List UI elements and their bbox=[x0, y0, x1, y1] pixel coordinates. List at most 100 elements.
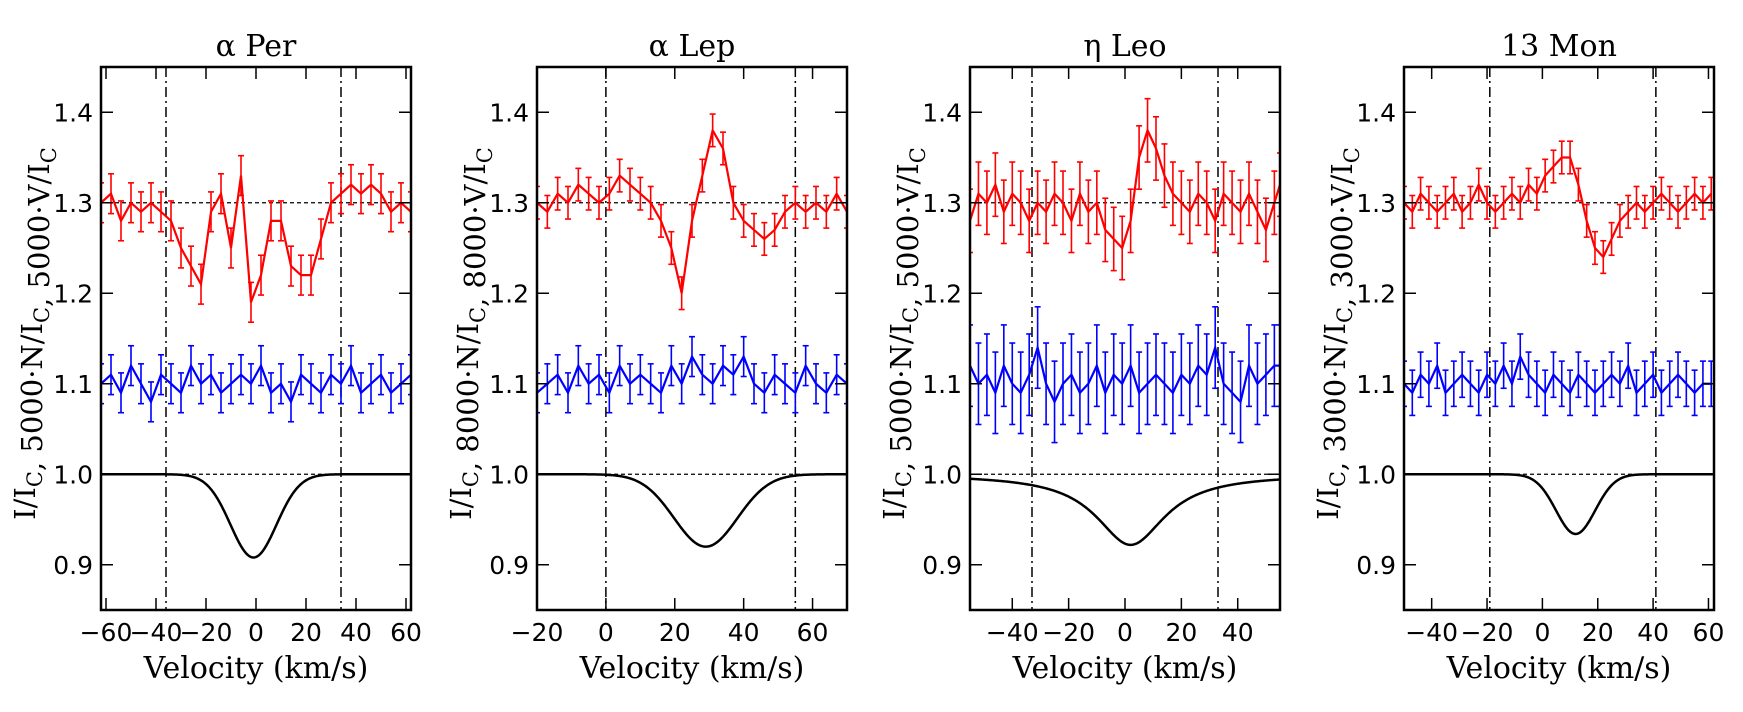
series-v-errorbar bbox=[983, 170, 990, 236]
series-v-errorbar bbox=[198, 263, 204, 305]
series-v bbox=[1404, 140, 1714, 275]
y-tick-label: 0.9 bbox=[489, 551, 529, 580]
series-n-errorbar bbox=[1508, 360, 1515, 408]
series-v-errorbar bbox=[1161, 143, 1168, 209]
series-n-errorbar bbox=[268, 372, 274, 414]
series-n-errorbar bbox=[108, 353, 114, 396]
series-v-errorbar bbox=[678, 276, 685, 311]
x-tick-label: 20 bbox=[659, 618, 691, 647]
plot-area bbox=[1404, 67, 1714, 610]
series-v-errorbar bbox=[1119, 215, 1126, 281]
series-n-errorbar bbox=[1110, 333, 1117, 417]
series-v-errorbar bbox=[1583, 203, 1590, 238]
stokes-i-profile bbox=[970, 477, 1280, 547]
series-v-errorbar bbox=[761, 221, 768, 257]
plot-area bbox=[537, 67, 847, 610]
chart-title: 13 Mon bbox=[1501, 29, 1617, 64]
series-v-errorbar bbox=[408, 191, 411, 233]
series-v-errorbar bbox=[1034, 170, 1041, 236]
series-n-errorbar bbox=[658, 372, 664, 414]
series-v-errorbar bbox=[1650, 185, 1657, 220]
x-axis-label: Velocity (km/s) bbox=[1012, 651, 1238, 686]
series-v-errorbar bbox=[1567, 140, 1574, 175]
y-tick-label: 1.2 bbox=[922, 279, 962, 308]
series-v-errorbar bbox=[782, 194, 788, 229]
series-n-errorbar bbox=[1542, 369, 1549, 417]
y-axis-label: I/IC, 8000·N/IC, 8000·V/IC bbox=[444, 147, 497, 520]
series-v-errorbar bbox=[1043, 179, 1050, 245]
series-n-errorbar bbox=[1034, 306, 1041, 390]
series-v-errorbar bbox=[1417, 176, 1424, 211]
series-v-errorbar bbox=[1459, 194, 1466, 229]
series-n-errorbar bbox=[565, 372, 571, 414]
series-n-errorbar bbox=[1434, 342, 1441, 390]
series-v-errorbar bbox=[1409, 194, 1416, 229]
series-n-errorbar bbox=[1017, 351, 1024, 435]
series-n-errorbar bbox=[1169, 351, 1176, 435]
x-axis-label: Velocity (km/s) bbox=[1446, 651, 1672, 686]
series-n-errorbar bbox=[1525, 351, 1532, 399]
chart-title: α Lep bbox=[649, 29, 736, 64]
series-n-errorbar bbox=[606, 372, 613, 414]
series-v-errorbar bbox=[138, 191, 144, 233]
series-n-errorbar bbox=[740, 335, 747, 378]
series-v-errorbar bbox=[992, 152, 999, 218]
series-v-errorbar bbox=[1136, 125, 1143, 190]
series-v-errorbar bbox=[378, 172, 384, 215]
series-n-errorbar bbox=[970, 324, 973, 408]
series-n-errorbar bbox=[1195, 324, 1202, 408]
series-v-errorbar bbox=[1246, 161, 1252, 227]
series-v-errorbar bbox=[544, 194, 551, 229]
series-n-errorbar bbox=[1517, 333, 1524, 381]
series-n-errorbar bbox=[1625, 342, 1632, 390]
series-v-errorbar bbox=[1608, 221, 1615, 257]
series-v-errorbar bbox=[844, 194, 847, 229]
x-tick-label: 0 bbox=[1534, 618, 1550, 647]
series-v-line bbox=[970, 127, 1280, 251]
series-n-errorbar bbox=[771, 353, 778, 396]
series-n-errorbar bbox=[1467, 360, 1474, 408]
chart-panel-2: −20 0 20 40 60 0.9 1.0 1.1 1.2 1.3 1.4 α Lep Velocit… bbox=[444, 29, 849, 686]
series-v-errorbar bbox=[218, 172, 224, 215]
series-v-errorbar bbox=[1009, 161, 1016, 227]
chart-panel-4: −40 −20 0 20 40 60 0.9 1.0 1.1 1.2 1.3 1.4 13 Mon Vel… bbox=[1311, 29, 1724, 686]
series-n-errorbar bbox=[637, 353, 644, 396]
axes-frame bbox=[1402, 65, 1716, 612]
series-v-errorbar bbox=[575, 167, 582, 202]
series-n-errorbar bbox=[1633, 369, 1640, 417]
y-tick-label: 1.3 bbox=[922, 189, 962, 218]
series-v bbox=[537, 113, 847, 311]
series-v-errorbar bbox=[1178, 170, 1185, 236]
series-n-errorbar bbox=[258, 344, 264, 387]
series-n-errorbar bbox=[983, 333, 990, 417]
series-v-errorbar bbox=[1633, 185, 1640, 220]
y-tick-label: 1.1 bbox=[53, 370, 93, 399]
series-v-errorbar bbox=[1153, 115, 1159, 181]
series-v-errorbar bbox=[813, 185, 819, 220]
series-n-errorbar bbox=[1271, 324, 1278, 408]
series-n-errorbar bbox=[1567, 369, 1574, 417]
series-v-errorbar bbox=[238, 154, 244, 197]
series-n-errorbar bbox=[1533, 360, 1540, 408]
x-tick-label: −40 bbox=[986, 618, 1039, 647]
series-v-errorbar bbox=[606, 176, 613, 211]
series-n-errorbar bbox=[596, 353, 602, 396]
axes-frame bbox=[99, 65, 413, 612]
series-n-errorbar bbox=[689, 335, 695, 378]
series-v-errorbar bbox=[1492, 194, 1499, 229]
series-v-errorbar bbox=[1658, 176, 1665, 211]
y-tick-label: 0.9 bbox=[53, 551, 93, 580]
series-n-errorbar bbox=[792, 372, 799, 414]
series-v-errorbar bbox=[248, 281, 254, 324]
series-n-errorbar bbox=[101, 363, 104, 405]
series-v-errorbar bbox=[823, 194, 830, 229]
series-n-errorbar bbox=[1442, 369, 1449, 417]
series-n-errorbar bbox=[168, 363, 174, 405]
series-n-errorbar bbox=[1060, 342, 1066, 426]
x-tick-label: −40 bbox=[1405, 618, 1458, 647]
series-v-errorbar bbox=[802, 194, 809, 229]
series-n-errorbar bbox=[699, 353, 706, 396]
x-tick-label: 0 bbox=[248, 618, 264, 647]
series-n-errorbar bbox=[148, 381, 154, 423]
y-tick-label: 1.0 bbox=[1356, 460, 1396, 489]
